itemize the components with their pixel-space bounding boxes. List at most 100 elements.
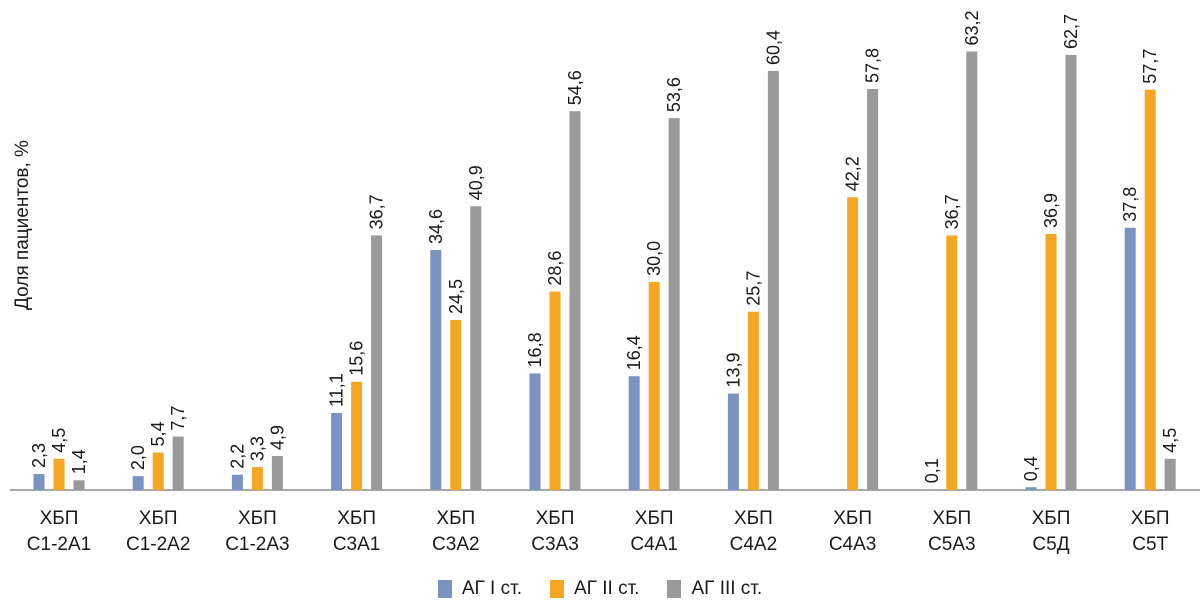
data-label-2-12: 57,7 xyxy=(1140,49,1160,84)
bar-3-3 xyxy=(271,456,283,490)
bar-1-2 xyxy=(132,476,144,490)
legend-label-1: АГ I ст. xyxy=(461,578,522,599)
bar-3-2 xyxy=(172,436,184,490)
legend-label-3: АГ III ст. xyxy=(691,578,763,599)
bar-2-10 xyxy=(946,235,958,490)
bar-3-8 xyxy=(767,70,779,490)
bar-3-10 xyxy=(966,51,978,491)
data-label-1-1: 2,3 xyxy=(29,443,49,468)
data-label-1-11: 0,4 xyxy=(1021,456,1041,481)
data-label-3-3: 4,9 xyxy=(267,425,287,450)
legend-swatch-2 xyxy=(550,580,564,598)
x-tick-label-7-2: С4А1 xyxy=(630,534,678,555)
x-tick-label-1-2: С1-2А1 xyxy=(27,534,91,555)
data-label-3-11: 62,7 xyxy=(1061,14,1081,49)
data-label-3-6: 54,6 xyxy=(565,70,585,105)
x-tick-label-6-1: ХБП xyxy=(536,508,575,529)
data-label-3-4: 36,7 xyxy=(367,194,387,229)
legend: АГ I ст. АГ II ст. АГ III ст. xyxy=(0,578,1200,600)
data-label-1-10: 0,1 xyxy=(922,458,942,483)
bar-2-5 xyxy=(450,320,462,490)
bar-1-10 xyxy=(926,489,938,490)
legend-item-2: АГ II ст. xyxy=(550,578,639,600)
bar-1-3 xyxy=(231,474,243,490)
data-label-2-8: 25,7 xyxy=(743,271,763,306)
bar-3-9 xyxy=(867,89,879,490)
data-label-3-2: 7,7 xyxy=(168,406,188,431)
bar-3-1 xyxy=(73,480,85,490)
bar-3-6 xyxy=(569,111,581,491)
bar-2-7 xyxy=(648,281,660,490)
legend-item-1: АГ I ст. xyxy=(437,578,522,600)
x-tick-label-10-1: ХБП xyxy=(932,508,971,529)
data-label-3-8: 60,4 xyxy=(763,30,783,65)
bar-1-12 xyxy=(1124,227,1136,490)
legend-item-3: АГ III ст. xyxy=(667,578,762,600)
data-label-1-4: 11,1 xyxy=(327,373,347,407)
bar-2-4 xyxy=(351,381,363,490)
x-tick-label-5-2: С3А2 xyxy=(432,534,480,555)
data-label-2-5: 24,5 xyxy=(446,279,466,314)
x-tick-label-8-2: С4А2 xyxy=(730,534,778,555)
bar-2-12 xyxy=(1144,89,1156,491)
x-tick-label-6-2: С3А3 xyxy=(531,534,579,555)
data-label-2-11: 36,9 xyxy=(1041,193,1061,228)
x-tick-label-12-2: С5Т xyxy=(1132,534,1168,555)
x-tick-label-4-1: ХБП xyxy=(337,508,376,529)
bar-2-2 xyxy=(152,452,164,490)
data-label-3-1: 1,4 xyxy=(69,449,89,474)
x-tick-label-8-1: ХБП xyxy=(734,508,773,529)
bar-3-4 xyxy=(371,235,383,490)
bar-1-6 xyxy=(529,373,541,490)
bar-2-1 xyxy=(53,458,65,490)
bars-group xyxy=(33,51,1176,491)
data-label-1-5: 34,6 xyxy=(426,209,446,244)
x-tick-label-9-1: ХБП xyxy=(833,508,872,529)
x-tick-label-10-2: С5А3 xyxy=(928,534,976,555)
data-label-1-6: 16,8 xyxy=(525,332,545,367)
data-label-2-10: 36,7 xyxy=(942,194,962,229)
data-label-2-9: 42,2 xyxy=(843,156,863,191)
data-label-2-3: 3,3 xyxy=(247,436,267,461)
x-tick-label-3-1: ХБП xyxy=(238,508,277,529)
x-tick-label-5-1: ХБП xyxy=(436,508,475,529)
data-label-2-2: 5,4 xyxy=(148,422,168,447)
bar-3-5 xyxy=(470,206,482,490)
data-label-2-4: 15,6 xyxy=(347,341,367,376)
y-axis-label: Доля пациентов, % xyxy=(12,140,33,310)
x-tick-label-4-2: С3А1 xyxy=(333,534,381,555)
legend-label-2: АГ II ст. xyxy=(574,578,640,599)
bar-2-6 xyxy=(549,291,561,490)
bar-1-8 xyxy=(727,393,739,490)
data-label-1-12: 37,8 xyxy=(1120,187,1140,222)
bar-1-1 xyxy=(33,474,45,490)
x-tick-label-7-1: ХБП xyxy=(635,508,674,529)
data-label-2-7: 30,0 xyxy=(644,241,664,276)
x-tick-label-9-2: С4А3 xyxy=(829,534,877,555)
bar-3-7 xyxy=(668,118,680,491)
data-label-2-6: 28,6 xyxy=(545,251,565,286)
data-label-3-12: 4,5 xyxy=(1160,428,1180,453)
x-tick-label-1-1: ХБП xyxy=(40,508,79,529)
bar-3-12 xyxy=(1164,458,1176,490)
data-label-3-7: 53,6 xyxy=(664,77,684,112)
data-label-1-7: 16,4 xyxy=(624,335,644,370)
data-label-2-1: 4,5 xyxy=(49,428,69,453)
x-tick-label-3-2: С1-2А3 xyxy=(225,534,289,555)
bar-1-7 xyxy=(628,376,640,490)
x-tick-label-11-2: С5Д xyxy=(1032,534,1069,555)
x-tick-label-12-1: ХБП xyxy=(1131,508,1170,529)
x-tick-label-11-1: ХБП xyxy=(1032,508,1071,529)
data-labels-group: 2,34,51,4 2,05,47,72,2 3,3 4,911,115,636,7 3… xyxy=(29,11,1180,484)
x-tick-label-2-2: С1-2А2 xyxy=(126,534,190,555)
legend-swatch-3 xyxy=(667,580,682,598)
bar-1-4 xyxy=(331,412,343,490)
data-label-1-3: 2,2 xyxy=(227,444,247,469)
data-label-3-10: 63,2 xyxy=(962,11,982,46)
bar-1-5 xyxy=(430,249,442,490)
data-label-3-5: 40,9 xyxy=(466,165,486,200)
x-tick-labels-group: ХБП С1-2А1 ХБП С1-2А2 ХБП С1-2А3 ХБП С3А1 ХБП С3А… xyxy=(27,508,1170,555)
bar-2-11 xyxy=(1045,234,1057,490)
legend-swatch-1 xyxy=(437,580,452,598)
